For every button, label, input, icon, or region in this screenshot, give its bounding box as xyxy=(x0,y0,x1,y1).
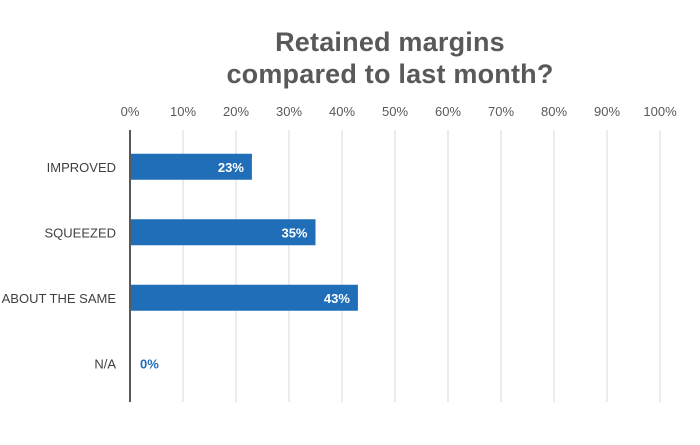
data-label: 35% xyxy=(281,225,307,240)
category-label: N/A xyxy=(94,356,116,371)
x-tick-label: 20% xyxy=(223,104,249,119)
x-tick-label: 10% xyxy=(170,104,196,119)
chart-title-line-2: compared to last month? xyxy=(226,59,554,89)
x-tick-label: 30% xyxy=(276,104,302,119)
x-tick-label: 100% xyxy=(643,104,677,119)
x-tick-label: 70% xyxy=(488,104,514,119)
bar xyxy=(130,219,316,246)
category-label: IMPROVED xyxy=(47,160,116,175)
x-tick-label: 90% xyxy=(594,104,620,119)
x-tick-label: 40% xyxy=(329,104,355,119)
x-tick-label: 0% xyxy=(121,104,140,119)
bar xyxy=(130,153,252,180)
data-label: 23% xyxy=(218,160,244,175)
category-label: ABOUT THE SAME xyxy=(2,291,117,306)
bar xyxy=(130,284,358,311)
chart-title: Retained margins compared to last month? xyxy=(0,26,700,90)
category-label: SQUEEZED xyxy=(44,225,116,240)
data-label: 43% xyxy=(324,291,350,306)
data-label: 0% xyxy=(140,356,159,371)
x-tick-label: 50% xyxy=(382,104,408,119)
x-tick-label: 60% xyxy=(435,104,461,119)
chart-title-line-1: Retained margins xyxy=(275,27,505,57)
x-tick-label: 80% xyxy=(541,104,567,119)
